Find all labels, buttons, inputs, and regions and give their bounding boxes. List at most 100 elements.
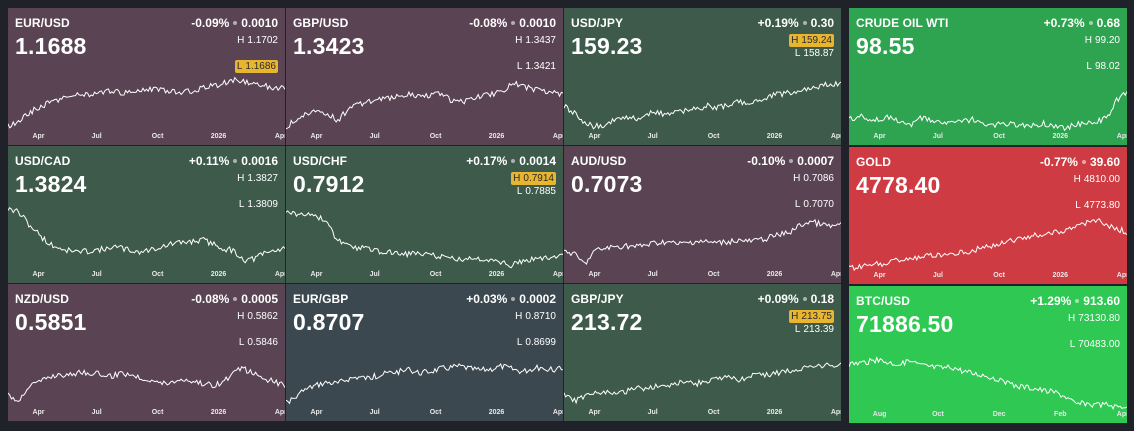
ticker-change: +0.73% 0.68 [1044,16,1120,30]
day-high: H 159.24 [789,34,834,47]
ticker-tile-usd-chf[interactable]: USD/CHF +0.17% 0.0014 0.7912 H 0.7914 L 0.7885 A… [286,146,563,283]
high-low: H 1.3827 L 1.3809 [237,172,278,211]
day-high: H 99.20 [1084,35,1120,46]
separator-dot [511,158,516,163]
ticker-symbol: GBP/USD [293,16,349,30]
axis-tick-label: 2026 [210,271,227,278]
axis-tick-label: Jul [932,272,944,279]
change-percent: +1.29% [1030,294,1072,308]
axis-tick-label: Jul [369,409,380,416]
day-low: L 213.39 [794,324,834,335]
axis-tick-label: Apr [1116,133,1127,140]
separator-dot [511,296,516,301]
sparkline-chart [849,356,1127,411]
ticker-symbol: AUD/USD [571,154,627,168]
axis-tick-label: Apr [873,133,886,140]
day-high: H 4810.00 [1073,174,1120,185]
axis-tick-label: Oct [707,271,720,278]
price-line [8,76,285,129]
ticker-tile-eur-gbp[interactable]: EUR/GBP +0.03% 0.0002 0.8707 H 0.8710 L 0.8699 A… [286,284,563,421]
high-low: H 4810.00 L 4773.80 [1074,173,1120,212]
axis-tick-label: Apr [588,271,601,278]
high-low: H 1.3437 L 1.3421 [515,34,556,73]
ticker-change: -0.10% 0.0007 [747,154,834,168]
axis-tick-label: 2026 [488,271,505,278]
axis-tick-label: Oct [429,271,442,278]
price-line [564,80,841,130]
axis-tick-label: Apr [552,271,563,278]
axis-tick-label: Jul [647,271,658,278]
day-low: L 0.5846 [238,337,278,348]
ticker-tile-crude-oil-wti[interactable]: CRUDE OIL WTI +0.73% 0.68 98.55 H 99.20 L 98.02… [849,8,1127,145]
sparkline-chart [564,362,841,405]
price-line [8,206,285,264]
axis-tick-label: Oct [429,133,442,140]
axis-tick-label: Oct [151,133,164,140]
axis-tick-label: Apr [32,409,45,416]
axis-tick-label: Aug [872,411,887,418]
high-low: H 73130.80 L 70483.00 [1068,312,1120,351]
axis-tick-label: Apr [310,271,323,278]
day-low: L 0.7885 [516,186,556,197]
ticker-change: +1.29% 913.60 [1030,294,1120,308]
price-line [8,365,285,402]
axis-tick-label: Jul [369,133,380,140]
axis-tick-label: 2026 [766,133,783,140]
ticker-tile-aud-usd[interactable]: AUD/USD -0.10% 0.0007 0.7073 H 0.7086 L 0.7070 A… [564,146,841,283]
ticker-tile-usd-jpy[interactable]: USD/JPY +0.19% 0.30 159.23 H 159.24 L 158.87 Apr… [564,8,841,145]
ticker-change: +0.03% 0.0002 [466,292,556,306]
ticker-symbol: USD/CHF [293,154,348,168]
ticker-price: 1.1688 [15,33,87,59]
separator-dot [1081,159,1086,164]
ticker-change: -0.09% 0.0010 [191,16,278,30]
change-absolute: 0.30 [810,16,834,30]
day-high: H 0.7914 [511,172,556,185]
ticker-tile-usd-cad[interactable]: USD/CAD +0.11% 0.0016 1.3824 H 1.3827 L 1.3809 A… [8,146,285,283]
axis-tick-label: Apr [830,133,841,140]
axis-tick-label: Jul [932,133,944,140]
ticker-symbol: GOLD [856,155,892,169]
change-absolute: 0.0010 [241,16,278,30]
day-low: L 0.8699 [516,337,556,348]
change-percent: +0.09% [757,292,799,306]
time-axis: Apr Jul Oct 2026 Apr [286,271,563,282]
separator-dot [789,158,794,163]
axis-tick-label: 2026 [210,133,227,140]
ticker-symbol: USD/CAD [15,154,71,168]
axis-tick-label: Jul [647,409,658,416]
separator-dot [233,158,238,163]
ticker-price: 213.72 [571,309,643,335]
sparkline-chart [286,210,563,269]
change-percent: -0.08% [469,16,508,30]
axis-tick-label: Oct [932,411,944,418]
ticker-tile-eur-usd[interactable]: EUR/USD -0.09% 0.0010 1.1688 H 1.1702 L 1.1686 A… [8,8,285,145]
change-percent: +0.17% [466,154,508,168]
separator-dot [802,296,807,301]
axis-tick-label: Apr [274,271,285,278]
sparkline-chart [286,363,563,405]
high-low: H 0.7914 L 0.7885 [511,172,556,198]
separator-dot [233,296,238,301]
axis-tick-label: Apr [830,409,841,416]
day-high: H 213.75 [789,310,834,323]
ticker-price: 0.7073 [571,171,643,197]
ticker-price: 71886.50 [856,311,954,337]
day-high: H 0.7086 [793,173,834,184]
axis-tick-label: Jul [647,133,658,140]
ticker-tile-gbp-usd[interactable]: GBP/USD -0.08% 0.0010 1.3423 H 1.3437 L 1.3421 A… [286,8,563,145]
ticker-tile-btc-usd[interactable]: BTC/USD +1.29% 913.60 71886.50 H 73130.80 L 704… [849,286,1127,423]
ticker-tile-gbp-jpy[interactable]: GBP/JPY +0.09% 0.18 213.72 H 213.75 L 213.39 Apr… [564,284,841,421]
sparkline-chart [564,218,841,266]
price-line [849,218,1127,272]
axis-tick-label: Oct [993,133,1005,140]
change-percent: +0.19% [757,16,799,30]
axis-tick-label: Apr [873,272,886,279]
sparkline-chart [286,80,563,130]
axis-tick-label: Apr [274,133,285,140]
high-low: H 0.8710 L 0.8699 [515,310,556,349]
time-axis: Apr Jul Oct 2026 Apr [564,133,841,144]
ticker-tile-gold[interactable]: GOLD -0.77% 39.60 4778.40 H 4810.00 L 4773.80 Ap… [849,147,1127,284]
ticker-tile-nzd-usd[interactable]: NZD/USD -0.08% 0.0005 0.5851 H 0.5862 L 0.5846 A… [8,284,285,421]
day-low: L 158.87 [794,48,834,59]
axis-tick-label: Oct [707,409,720,416]
